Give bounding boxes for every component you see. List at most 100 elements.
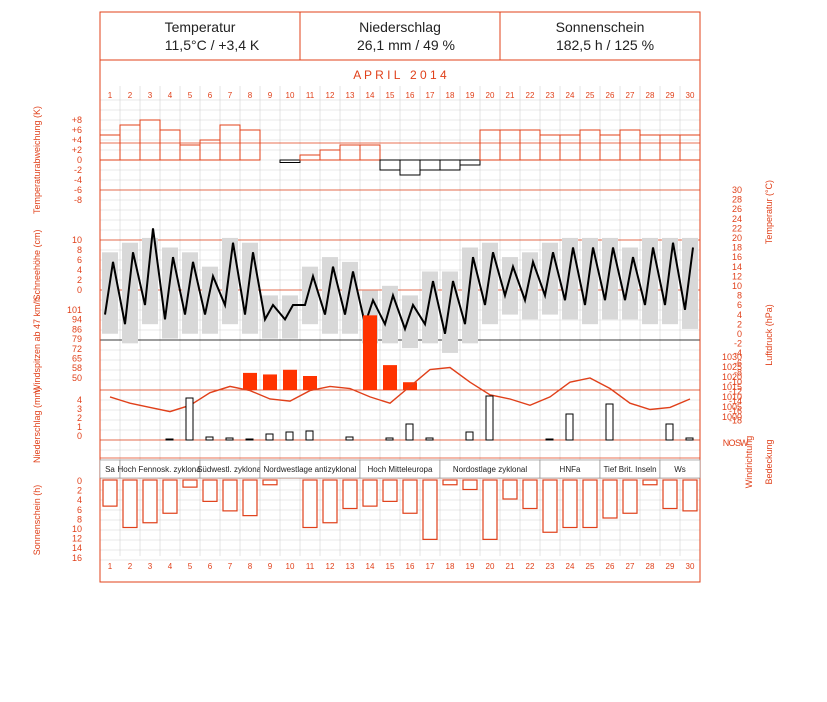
temp-deviation-bar	[179, 144, 201, 161]
wind-direction-tick: S	[735, 438, 741, 448]
temperature-tick: -6	[734, 358, 742, 368]
precip-tick: 3	[77, 404, 82, 414]
weather-type-label: Südwestl. zyklonal	[197, 465, 263, 474]
temperature-tick: -16	[729, 406, 742, 416]
temp-deviation-bar	[539, 134, 561, 161]
gust-bar	[363, 315, 377, 390]
day-label-top: 14	[366, 91, 375, 100]
day-label-top: 26	[606, 91, 615, 100]
temperature-tick: 6	[737, 300, 742, 310]
temperature-tick: -2	[734, 339, 742, 349]
precip-value: 26,1 mm / 49 %	[357, 37, 455, 53]
sunshine-tick: 12	[72, 534, 82, 544]
weather-type-label: Tief Brit. Inseln	[603, 465, 656, 474]
sunshine-tick: 14	[72, 543, 82, 553]
precip-bar	[225, 437, 234, 441]
temp-deviation-bar	[599, 134, 621, 161]
temperature-tick: 16	[732, 252, 742, 262]
temp-deviation-bar	[99, 134, 121, 161]
pressure-line	[109, 366, 691, 413]
precip-bar	[205, 436, 214, 441]
temperature-normal-band	[462, 247, 478, 344]
temp-deviation-bar	[419, 159, 441, 171]
pressure-axis-label: Luftdruck (hPa)	[764, 304, 774, 366]
sunshine-bar	[642, 479, 658, 486]
day-label-top: 5	[188, 91, 193, 100]
day-label-bottom: 9	[268, 562, 273, 571]
temp-deviation-bar	[339, 144, 361, 161]
temperature-tick: 20	[732, 233, 742, 243]
temperature-normal-band	[682, 237, 698, 329]
day-label-top: 29	[666, 91, 675, 100]
temperature-normal-band	[442, 271, 458, 353]
temp-deviation-axis-label: Temperaturabweichung (K)	[32, 106, 42, 214]
temp-deviation-bar	[459, 159, 481, 166]
day-label-top: 9	[268, 91, 273, 100]
temp-deviation-bar	[439, 159, 461, 171]
gusts-axis-label: Windspitzen ab 47 km/h	[32, 297, 42, 393]
sun-title: Sonnenschein	[556, 19, 645, 35]
day-label-top: 24	[566, 91, 575, 100]
sunshine-tick: 4	[77, 495, 82, 505]
temp-deviation-tick: +6	[72, 125, 82, 135]
cloud-cover-axis-label: Bedeckung	[764, 439, 774, 484]
temperature-normal-band	[642, 237, 658, 325]
weather-type-label: Nordwestlage antizyklonal	[264, 465, 357, 474]
temperature-normal-band	[222, 237, 238, 325]
precip-bar	[485, 395, 494, 441]
pressure-tick: 1005	[722, 402, 742, 412]
sunshine-bar	[122, 479, 138, 529]
temp-deviation-tick: +8	[72, 115, 82, 125]
temperature-normal-band	[502, 257, 518, 315]
sunshine-bar	[182, 479, 198, 488]
temp-deviation-tick: 0	[77, 155, 82, 165]
precip-bar	[345, 436, 354, 441]
sunshine-bar	[342, 479, 358, 510]
temperature-normal-band	[542, 242, 558, 315]
sunshine-bar	[242, 479, 258, 517]
temperature-tick: 18	[732, 243, 742, 253]
snow-axis-label: Schneehöhe (cm)	[32, 229, 42, 300]
temp-deviation-bar	[319, 149, 341, 161]
temperature-tick: -4	[734, 348, 742, 358]
day-label-top: 12	[326, 91, 335, 100]
sunshine-bar	[422, 479, 438, 540]
day-label-bottom: 25	[586, 562, 595, 571]
sunshine-axis-label: Sonnenschein (h)	[32, 485, 42, 556]
snow-depth-tick: 10	[72, 235, 82, 245]
temperature-normal-band	[382, 285, 398, 344]
day-label-top: 1	[108, 91, 113, 100]
precip-bar	[545, 438, 554, 441]
snow-depth-tick: 4	[77, 265, 82, 275]
temp-deviation-bar	[119, 124, 141, 161]
month-title: A P R I L 2 0 1 4	[353, 68, 447, 82]
gust-bar	[303, 376, 317, 390]
day-label-bottom: 4	[168, 562, 173, 571]
temperature-normal-band	[522, 252, 538, 320]
day-label-bottom: 27	[626, 562, 635, 571]
day-label-top: 20	[486, 91, 495, 100]
sunshine-tick: 6	[77, 505, 82, 515]
sunshine-tick: 0	[77, 476, 82, 486]
snow-depth-tick: 2	[77, 275, 82, 285]
gust-tick: 101	[67, 305, 82, 315]
day-label-top: 23	[546, 91, 555, 100]
day-label-bottom: 6	[208, 562, 213, 571]
main-frame	[99, 59, 701, 583]
day-label-bottom: 2	[128, 562, 133, 571]
gust-tick: 65	[72, 354, 82, 364]
temp-deviation-tick: -8	[74, 195, 82, 205]
temp-deviation-bar	[159, 129, 181, 161]
day-label-top: 4	[168, 91, 173, 100]
temp-deviation-bar	[399, 159, 421, 176]
day-label-bottom: 23	[546, 562, 555, 571]
gust-bar	[263, 374, 277, 390]
weather-type-label: Hoch Mitteleuropa	[368, 465, 433, 474]
day-label-bottom: 26	[606, 562, 615, 571]
day-label-top: 18	[446, 91, 455, 100]
day-label-bottom: 17	[426, 562, 435, 571]
temperature-tick: 26	[732, 204, 742, 214]
temp-deviation-bar	[659, 134, 681, 161]
weather-type-box	[659, 459, 701, 479]
pressure-tick: 1025	[722, 362, 742, 372]
